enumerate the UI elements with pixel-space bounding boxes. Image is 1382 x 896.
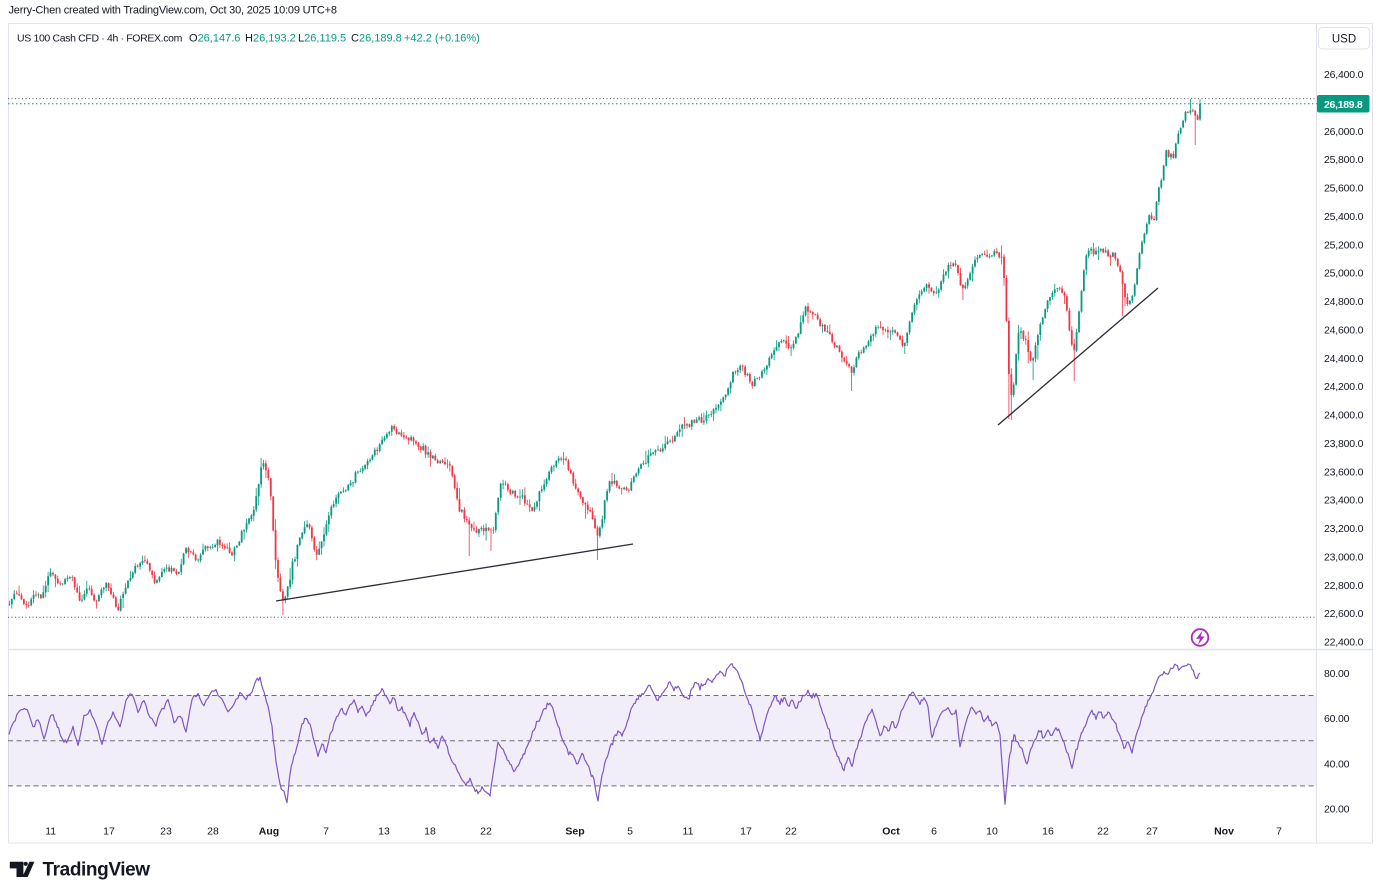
- svg-text:Oct: Oct: [882, 826, 900, 838]
- svg-text:23,400.0: 23,400.0: [1324, 495, 1364, 507]
- svg-text:7: 7: [323, 826, 329, 838]
- svg-text:O26,147.6: O26,147.6: [189, 33, 240, 45]
- svg-text:+42.2 (+0.16%): +42.2 (+0.16%): [404, 33, 480, 45]
- svg-text:20.00: 20.00: [1324, 804, 1350, 816]
- svg-text:24,000.0: 24,000.0: [1324, 410, 1364, 422]
- svg-text:C26,189.8: C26,189.8: [351, 33, 402, 45]
- svg-text:26,000.0: 26,000.0: [1324, 126, 1364, 138]
- svg-text:17: 17: [740, 826, 752, 838]
- svg-text:6: 6: [931, 826, 937, 838]
- svg-text:27: 27: [1146, 826, 1158, 838]
- svg-text:US 100 Cash CFD · 4h · FOREX.c: US 100 Cash CFD · 4h · FOREX.com: [17, 33, 183, 45]
- svg-text:60.00: 60.00: [1324, 713, 1350, 725]
- svg-text:24,400.0: 24,400.0: [1324, 353, 1364, 365]
- svg-text:Nov: Nov: [1214, 826, 1234, 838]
- svg-text:13: 13: [378, 826, 390, 838]
- svg-text:23,200.0: 23,200.0: [1324, 523, 1364, 535]
- svg-text:Jerry-Chen created with Tradin: Jerry-Chen created with TradingView.com,…: [9, 5, 337, 17]
- svg-text:24,200.0: 24,200.0: [1324, 381, 1364, 393]
- svg-text:TradingView: TradingView: [43, 860, 151, 881]
- svg-text:Sep: Sep: [565, 826, 584, 838]
- svg-text:23,800.0: 23,800.0: [1324, 438, 1364, 450]
- svg-text:22,800.0: 22,800.0: [1324, 580, 1364, 592]
- svg-text:L26,119.5: L26,119.5: [298, 33, 346, 45]
- svg-text:22,400.0: 22,400.0: [1324, 637, 1364, 649]
- svg-text:25,400.0: 25,400.0: [1324, 211, 1364, 223]
- svg-text:11: 11: [45, 826, 56, 838]
- svg-text:28: 28: [207, 826, 219, 838]
- svg-text:23,600.0: 23,600.0: [1324, 466, 1364, 478]
- svg-text:80.00: 80.00: [1324, 668, 1350, 680]
- svg-text:7: 7: [1276, 826, 1282, 838]
- svg-text:22: 22: [785, 826, 797, 838]
- svg-text:25,800.0: 25,800.0: [1324, 154, 1364, 166]
- svg-text:Aug: Aug: [259, 826, 279, 838]
- svg-text:11: 11: [683, 826, 694, 838]
- svg-text:17: 17: [103, 826, 115, 838]
- svg-text:24,600.0: 24,600.0: [1324, 324, 1364, 336]
- svg-text:26,400.0: 26,400.0: [1324, 69, 1364, 81]
- svg-text:5: 5: [627, 826, 633, 838]
- svg-text:10: 10: [986, 826, 998, 838]
- svg-text:23: 23: [160, 826, 172, 838]
- svg-text:25,200.0: 25,200.0: [1324, 239, 1364, 251]
- svg-text:22,600.0: 22,600.0: [1324, 608, 1364, 620]
- svg-text:40.00: 40.00: [1324, 758, 1350, 770]
- svg-text:USD: USD: [1332, 34, 1356, 46]
- svg-text:16: 16: [1042, 826, 1054, 838]
- svg-text:23,000.0: 23,000.0: [1324, 551, 1364, 563]
- svg-text:18: 18: [424, 826, 436, 838]
- svg-text:22: 22: [1097, 826, 1109, 838]
- svg-text:25,600.0: 25,600.0: [1324, 183, 1364, 195]
- svg-text:25,000.0: 25,000.0: [1324, 268, 1364, 280]
- svg-text:26,189.8: 26,189.8: [1324, 99, 1363, 111]
- svg-text:22: 22: [480, 826, 492, 838]
- svg-text:24,800.0: 24,800.0: [1324, 296, 1364, 308]
- svg-text:H26,193.2: H26,193.2: [245, 33, 296, 45]
